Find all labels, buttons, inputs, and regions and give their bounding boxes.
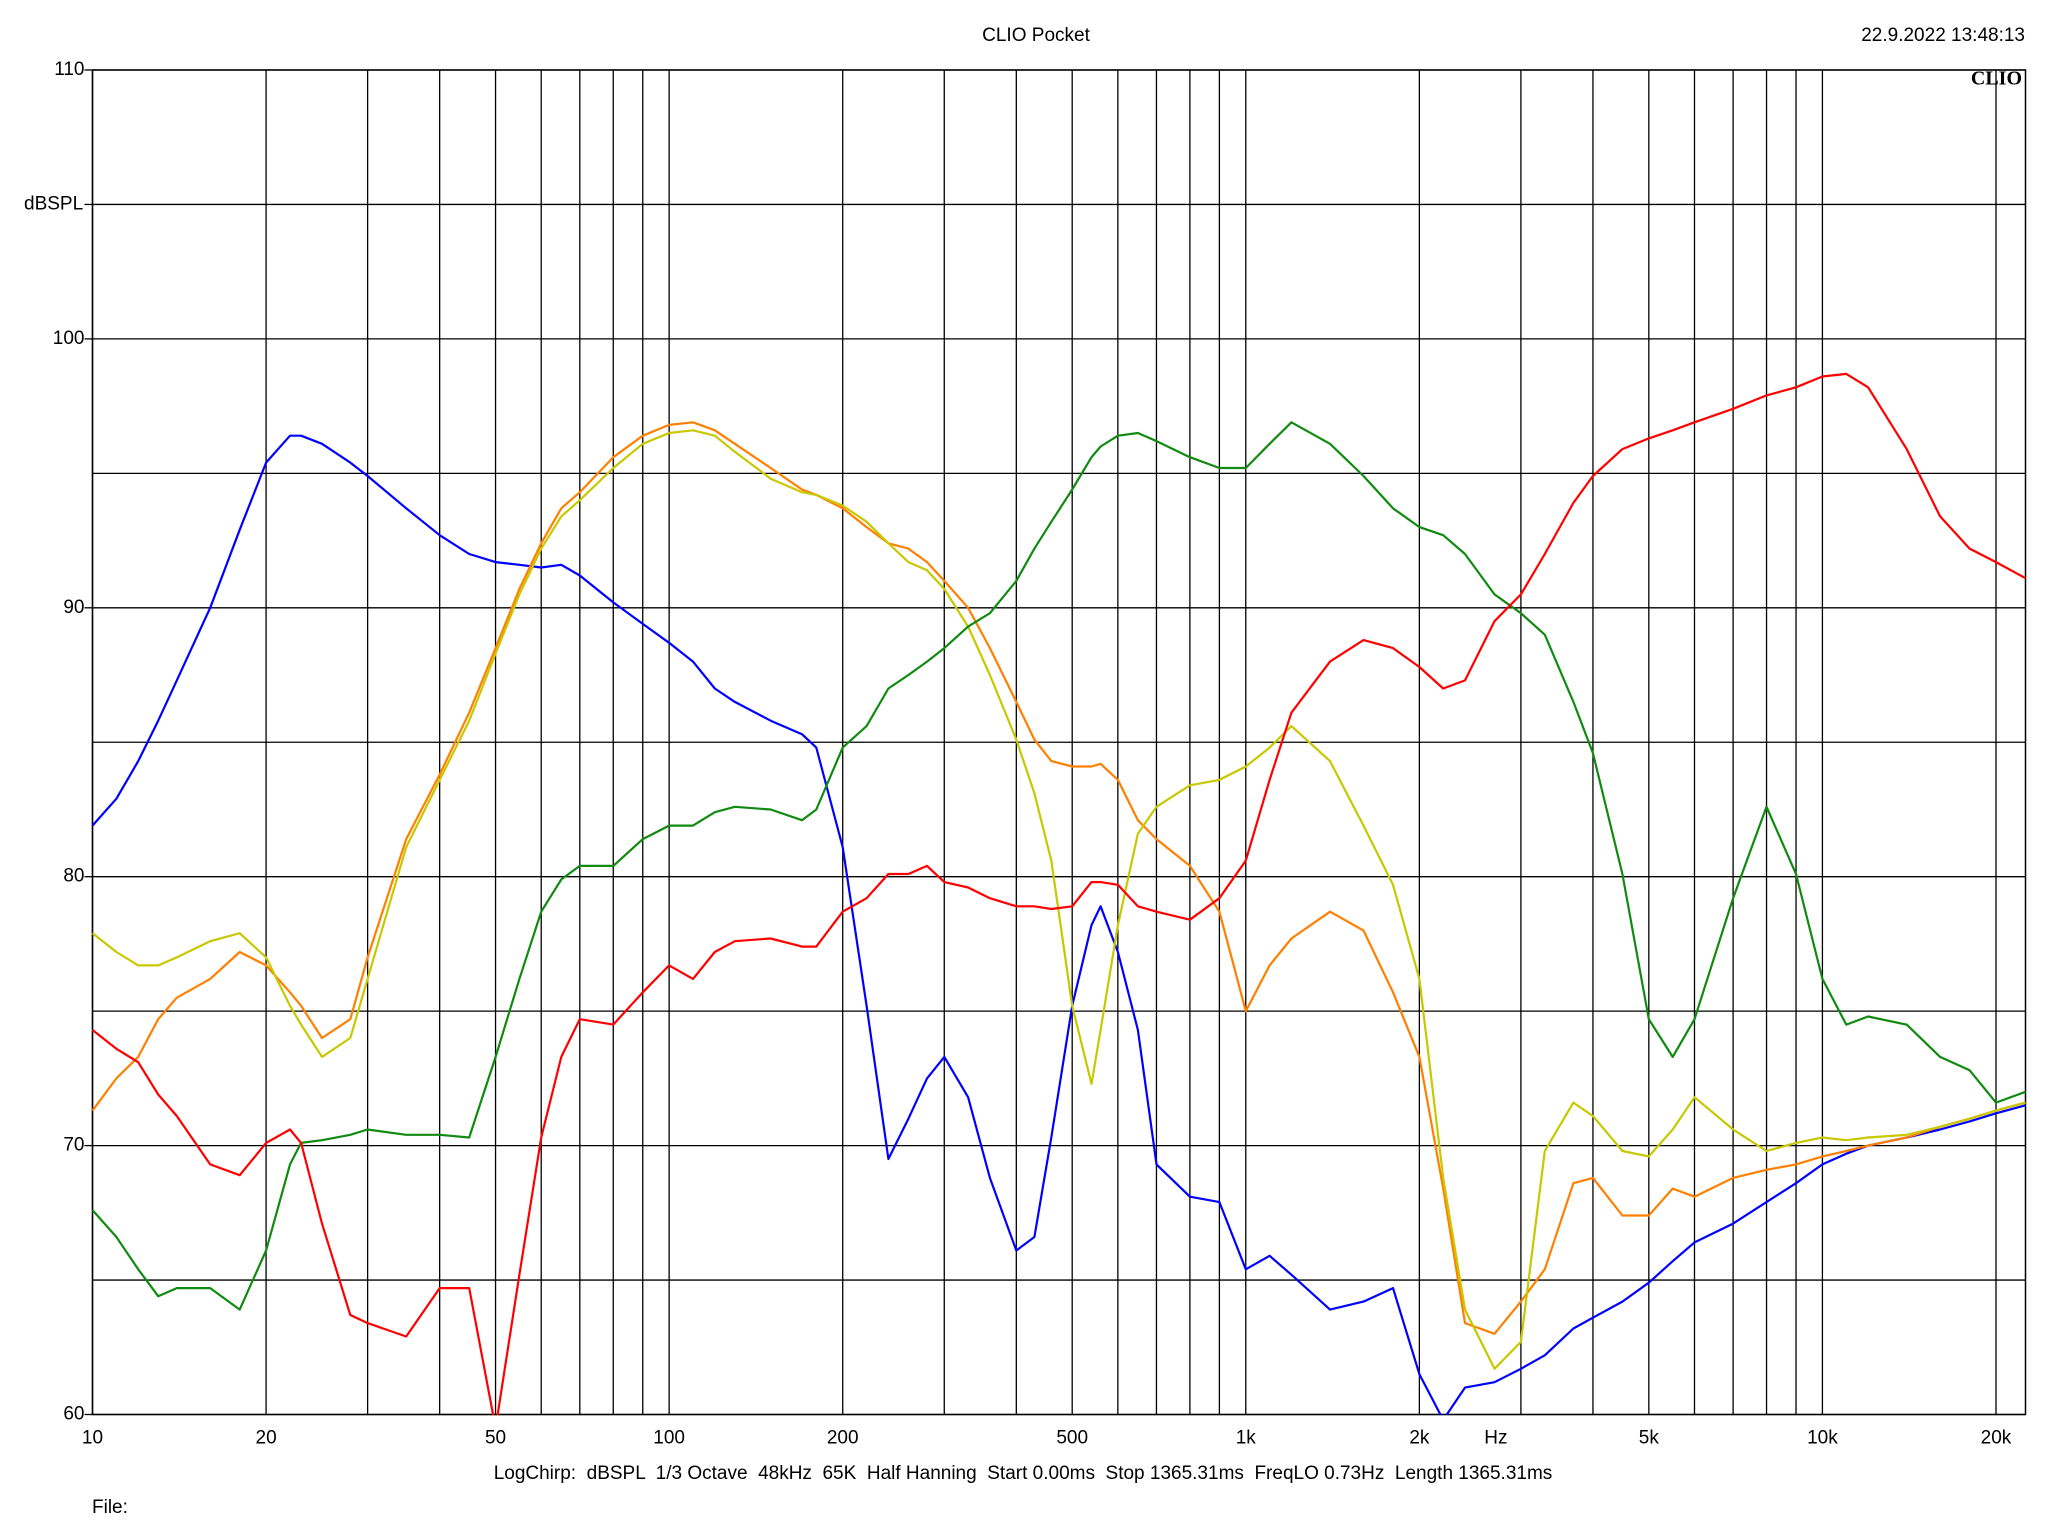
chart-title: CLIO Pocket (982, 25, 1090, 46)
x-axis-unit: Hz (1484, 1428, 1507, 1449)
series-line (92, 372, 2026, 1415)
x-tick-label: 5k (1639, 1428, 1660, 1449)
y-axis-unit: dBSPL (24, 193, 83, 214)
series-line (92, 429, 2026, 1370)
y-tick-label: 90 (63, 597, 84, 618)
x-tick-label: 50 (485, 1428, 506, 1449)
x-tick-label: 10 (82, 1428, 103, 1449)
plot-lines (92, 372, 2026, 1415)
x-tick-label: 200 (827, 1428, 859, 1449)
x-tick-label: 2k (1409, 1428, 1430, 1449)
x-tick-label: 20k (1981, 1428, 2012, 1449)
series-line (92, 434, 2026, 1415)
x-tick-label: 20 (256, 1428, 277, 1449)
series-line (92, 421, 2026, 1335)
grid: 60 70 80 90 100 dBSPL 110 10 20 50 100 200 500 1k 2k Hz… (24, 59, 2027, 1449)
x-tick-label: 1k (1236, 1428, 1257, 1449)
y-tick-label: 80 (63, 866, 84, 887)
y-tick-label: 100 (53, 328, 85, 349)
series-line (92, 421, 2026, 1311)
y-tick-label: 110 (54, 59, 84, 80)
file-label: File: (92, 1497, 128, 1518)
x-tick-label: 10k (1807, 1428, 1838, 1449)
x-tick-label: 500 (1056, 1428, 1088, 1449)
footer: LogChirp: dBSPL 1/3 Octave 48kHz 65K Hal… (494, 1463, 1553, 1484)
timestamp: 22.9.2022 13:48:13 (1861, 25, 2025, 46)
y-tick-label: 70 (63, 1135, 84, 1156)
x-tick-label: 100 (653, 1428, 685, 1449)
y-tick-label: 60 (63, 1404, 84, 1425)
